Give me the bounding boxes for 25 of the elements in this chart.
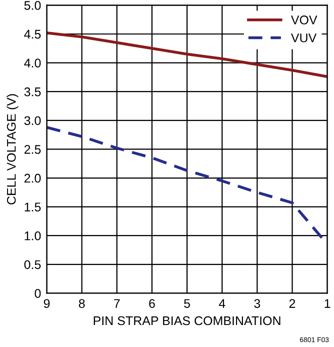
legend-label: VOV xyxy=(290,16,318,24)
x-tick-label: 6 xyxy=(149,299,155,308)
x-tick-label: 7 xyxy=(114,299,120,308)
y-tick-label: 1.5 xyxy=(24,202,41,212)
y-tick-label: 3.0 xyxy=(24,116,41,126)
x-axis-title: PIN STRAP BIAS COMBINATION xyxy=(94,316,280,326)
x-tick-label: 8 xyxy=(78,299,85,308)
x-tick-label: 3 xyxy=(254,299,260,308)
y-tick-label: 4.0 xyxy=(24,58,41,68)
x-tick-label: 5 xyxy=(184,299,190,308)
y-tick-label: 0 xyxy=(34,289,41,298)
y-tick-label: 2.5 xyxy=(24,145,41,154)
y-tick-label: 0.5 xyxy=(24,260,41,270)
x-tick-label: 4 xyxy=(218,299,226,308)
y-tick-label: 3.5 xyxy=(24,87,41,96)
line-series xyxy=(46,31,328,78)
y-tick-label: 4.5 xyxy=(24,30,41,39)
y-tick-label: 2.0 xyxy=(24,174,41,183)
y-tick-label: 5.0 xyxy=(24,1,41,10)
y-tick-label: 1.0 xyxy=(24,231,41,240)
legend-label: VUV xyxy=(290,34,317,42)
x-tick-label: 2 xyxy=(289,299,296,308)
x-tick-label: 1 xyxy=(324,299,330,308)
y-axis-title: CELL VOLTAGE (V) xyxy=(6,94,18,204)
x-tick-label: 9 xyxy=(44,299,50,308)
